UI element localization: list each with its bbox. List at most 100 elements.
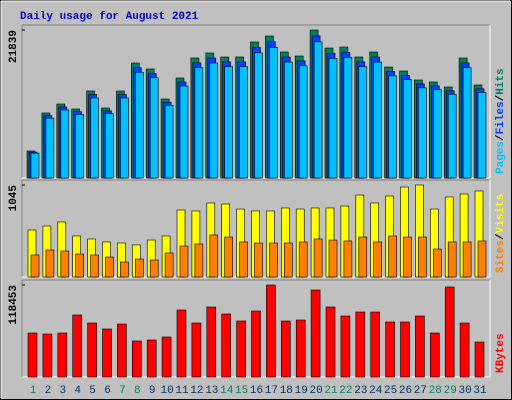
bar <box>90 97 99 179</box>
y-tick-label: 118453 <box>8 285 20 325</box>
bar <box>388 235 397 278</box>
bar <box>60 250 70 278</box>
legend-entry: KBytes <box>495 333 507 373</box>
bar <box>176 309 187 378</box>
legend-entry: Hits <box>495 68 507 94</box>
x-tick-label: 22 <box>339 385 352 397</box>
bar <box>462 67 472 179</box>
bar <box>298 65 308 179</box>
bar <box>415 315 425 378</box>
x-tick-label: 13 <box>205 385 218 397</box>
bar <box>429 332 440 378</box>
bar <box>27 332 38 378</box>
x-tick-label: 30 <box>458 385 471 397</box>
bar <box>358 66 368 179</box>
bar <box>209 234 219 278</box>
bar <box>313 238 323 278</box>
legend-entry: Visits <box>495 194 507 234</box>
bar <box>132 340 142 378</box>
bar <box>328 239 338 278</box>
bar <box>30 152 40 179</box>
x-tick-label: 15 <box>235 385 248 397</box>
bar <box>72 314 82 378</box>
bar <box>45 249 55 278</box>
bar <box>370 311 381 378</box>
bar <box>60 109 70 179</box>
bar <box>444 286 455 378</box>
bar <box>224 236 233 278</box>
bar <box>75 114 84 179</box>
bar <box>75 253 84 278</box>
bar <box>254 242 263 278</box>
x-tick-label: 8 <box>134 385 141 397</box>
legend: Sites/Visits <box>495 194 507 273</box>
x-tick-label: 24 <box>369 385 383 397</box>
bar <box>477 92 487 179</box>
bar <box>161 336 172 378</box>
bar <box>239 241 248 278</box>
legend-entry: Sites <box>495 240 507 273</box>
bar <box>269 242 278 278</box>
bar <box>447 93 457 179</box>
x-tick-label: 7 <box>119 385 126 397</box>
bar <box>90 254 99 278</box>
bar <box>164 252 174 278</box>
bar <box>146 339 157 378</box>
x-tick-label: 31 <box>473 385 487 397</box>
x-tick-label: 3 <box>59 385 66 397</box>
legend-separator: / <box>495 134 507 141</box>
bar <box>42 333 53 378</box>
bar <box>221 313 231 378</box>
bar <box>295 319 306 378</box>
bar <box>432 248 442 278</box>
bar <box>120 97 129 179</box>
bar <box>224 66 233 179</box>
x-tick-label: 2 <box>45 385 52 397</box>
bar <box>385 321 395 378</box>
y-tick-label: 1045 <box>8 185 20 212</box>
bar <box>251 310 261 378</box>
bar <box>283 61 293 179</box>
x-tick-label: 11 <box>175 385 189 397</box>
bar <box>266 284 276 378</box>
legend-entry: Pages <box>495 141 507 174</box>
x-tick-label: 28 <box>429 385 442 397</box>
legend: Pages/Files/Hits <box>495 68 507 174</box>
x-tick-label: 20 <box>309 385 322 397</box>
x-tick-label: 1 <box>30 385 37 397</box>
bar <box>447 241 457 278</box>
bar <box>403 79 412 179</box>
bar <box>298 241 308 278</box>
bar <box>373 61 383 179</box>
bar <box>254 52 263 179</box>
bar <box>358 236 368 278</box>
bar <box>239 66 248 179</box>
bar <box>179 85 189 179</box>
bar <box>432 89 442 179</box>
bar <box>194 243 204 278</box>
bar <box>418 87 427 179</box>
bar <box>459 322 470 378</box>
bar <box>474 341 485 378</box>
bar <box>236 320 246 378</box>
bar <box>328 58 338 179</box>
bar <box>87 322 97 378</box>
legend-separator: / <box>495 233 507 240</box>
legend-entry: Files <box>495 101 507 134</box>
bar <box>45 117 55 179</box>
x-tick-label: 29 <box>444 385 457 397</box>
bar <box>400 321 410 378</box>
bar <box>325 306 336 378</box>
x-tick-label: 19 <box>295 385 308 397</box>
x-tick-label: 21 <box>324 385 338 397</box>
x-tick-label: 25 <box>384 385 397 397</box>
bar <box>355 311 366 378</box>
bar <box>477 240 487 278</box>
bar <box>57 332 68 378</box>
x-tick-label: 18 <box>280 385 293 397</box>
bar <box>30 254 40 278</box>
bar <box>283 242 293 278</box>
x-tick-label: 23 <box>354 385 367 397</box>
